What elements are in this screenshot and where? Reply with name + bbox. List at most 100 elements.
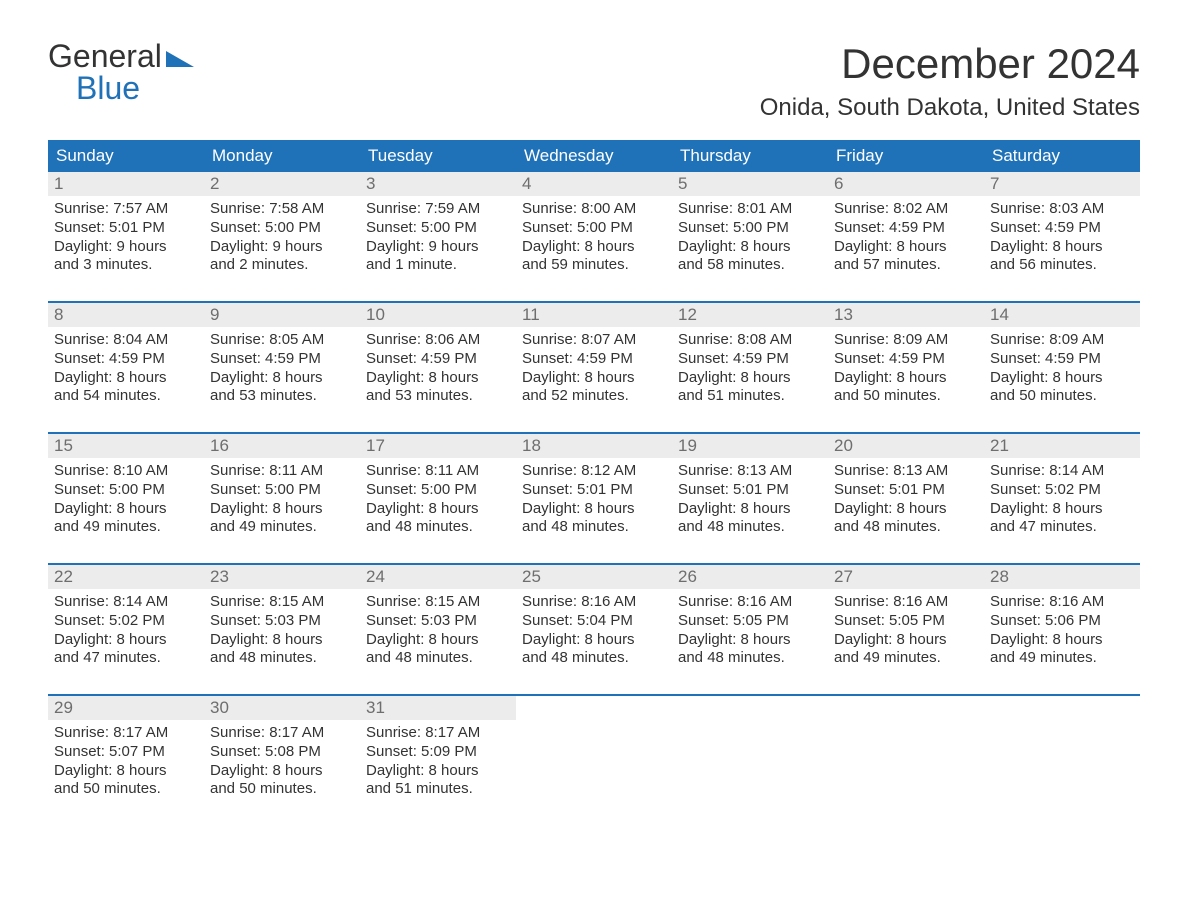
day-number: 29 <box>48 696 204 720</box>
day-number: 17 <box>360 434 516 458</box>
day-body: Sunrise: 8:00 AMSunset: 5:00 PMDaylight:… <box>516 196 672 283</box>
day-cell: 1Sunrise: 7:57 AMSunset: 5:01 PMDaylight… <box>48 172 204 287</box>
day-number: 2 <box>204 172 360 196</box>
day-body: Sunrise: 8:02 AMSunset: 4:59 PMDaylight:… <box>828 196 984 283</box>
day-header-tue: Tuesday <box>360 140 516 172</box>
day-number: 27 <box>828 565 984 589</box>
day-daylight1: Daylight: 8 hours <box>678 500 822 519</box>
day-cell: 25Sunrise: 8:16 AMSunset: 5:04 PMDayligh… <box>516 565 672 680</box>
day-number <box>984 696 1140 720</box>
day-daylight2: and 49 minutes. <box>990 649 1134 668</box>
day-sunrise: Sunrise: 8:14 AM <box>54 593 198 612</box>
day-daylight2: and 50 minutes. <box>834 387 978 406</box>
day-body: Sunrise: 7:58 AMSunset: 5:00 PMDaylight:… <box>204 196 360 283</box>
day-body: Sunrise: 7:59 AMSunset: 5:00 PMDaylight:… <box>360 196 516 283</box>
day-daylight1: Daylight: 8 hours <box>834 369 978 388</box>
day-daylight1: Daylight: 8 hours <box>678 631 822 650</box>
day-sunrise: Sunrise: 8:17 AM <box>54 724 198 743</box>
day-cell: 19Sunrise: 8:13 AMSunset: 5:01 PMDayligh… <box>672 434 828 549</box>
day-number: 30 <box>204 696 360 720</box>
day-sunset: Sunset: 5:07 PM <box>54 743 198 762</box>
day-daylight1: Daylight: 8 hours <box>54 762 198 781</box>
day-daylight2: and 49 minutes. <box>54 518 198 537</box>
day-sunrise: Sunrise: 8:09 AM <box>834 331 978 350</box>
day-number: 10 <box>360 303 516 327</box>
day-number: 9 <box>204 303 360 327</box>
day-sunset: Sunset: 5:00 PM <box>210 219 354 238</box>
day-body: Sunrise: 8:15 AMSunset: 5:03 PMDaylight:… <box>204 589 360 676</box>
day-sunset: Sunset: 4:59 PM <box>54 350 198 369</box>
day-sunrise: Sunrise: 8:01 AM <box>678 200 822 219</box>
week-row: 1Sunrise: 7:57 AMSunset: 5:01 PMDaylight… <box>48 172 1140 287</box>
day-sunset: Sunset: 5:00 PM <box>366 219 510 238</box>
day-number: 12 <box>672 303 828 327</box>
day-sunset: Sunset: 4:59 PM <box>834 219 978 238</box>
logo: General Blue <box>48 40 194 104</box>
day-cell: 7Sunrise: 8:03 AMSunset: 4:59 PMDaylight… <box>984 172 1140 287</box>
day-daylight2: and 47 minutes. <box>54 649 198 668</box>
day-sunset: Sunset: 5:05 PM <box>834 612 978 631</box>
day-sunset: Sunset: 5:03 PM <box>366 612 510 631</box>
day-sunrise: Sunrise: 7:59 AM <box>366 200 510 219</box>
week-row: 15Sunrise: 8:10 AMSunset: 5:00 PMDayligh… <box>48 432 1140 549</box>
day-body: Sunrise: 8:17 AMSunset: 5:07 PMDaylight:… <box>48 720 204 807</box>
day-body: Sunrise: 8:07 AMSunset: 4:59 PMDaylight:… <box>516 327 672 414</box>
day-sunrise: Sunrise: 8:11 AM <box>366 462 510 481</box>
day-header-mon: Monday <box>204 140 360 172</box>
day-sunset: Sunset: 4:59 PM <box>678 350 822 369</box>
day-body: Sunrise: 8:08 AMSunset: 4:59 PMDaylight:… <box>672 327 828 414</box>
day-sunset: Sunset: 5:01 PM <box>54 219 198 238</box>
day-number: 11 <box>516 303 672 327</box>
day-sunrise: Sunrise: 8:12 AM <box>522 462 666 481</box>
day-daylight1: Daylight: 8 hours <box>990 500 1134 519</box>
week-row: 8Sunrise: 8:04 AMSunset: 4:59 PMDaylight… <box>48 301 1140 418</box>
day-sunset: Sunset: 5:09 PM <box>366 743 510 762</box>
day-daylight2: and 59 minutes. <box>522 256 666 275</box>
day-sunset: Sunset: 5:00 PM <box>210 481 354 500</box>
day-sunset: Sunset: 5:00 PM <box>54 481 198 500</box>
day-sunrise: Sunrise: 8:15 AM <box>366 593 510 612</box>
day-daylight2: and 48 minutes. <box>366 518 510 537</box>
day-number <box>828 696 984 720</box>
day-cell <box>672 696 828 811</box>
day-daylight1: Daylight: 8 hours <box>366 631 510 650</box>
day-daylight2: and 50 minutes. <box>990 387 1134 406</box>
day-sunset: Sunset: 5:03 PM <box>210 612 354 631</box>
day-sunset: Sunset: 5:00 PM <box>522 219 666 238</box>
day-daylight2: and 56 minutes. <box>990 256 1134 275</box>
day-sunrise: Sunrise: 8:04 AM <box>54 331 198 350</box>
day-number: 1 <box>48 172 204 196</box>
day-body: Sunrise: 8:17 AMSunset: 5:08 PMDaylight:… <box>204 720 360 807</box>
day-sunrise: Sunrise: 8:11 AM <box>210 462 354 481</box>
day-daylight2: and 49 minutes. <box>834 649 978 668</box>
day-cell: 24Sunrise: 8:15 AMSunset: 5:03 PMDayligh… <box>360 565 516 680</box>
day-number: 5 <box>672 172 828 196</box>
day-cell: 4Sunrise: 8:00 AMSunset: 5:00 PMDaylight… <box>516 172 672 287</box>
day-sunrise: Sunrise: 8:00 AM <box>522 200 666 219</box>
day-number: 26 <box>672 565 828 589</box>
day-sunrise: Sunrise: 8:16 AM <box>678 593 822 612</box>
day-number: 14 <box>984 303 1140 327</box>
day-daylight1: Daylight: 8 hours <box>522 238 666 257</box>
day-header-sun: Sunday <box>48 140 204 172</box>
day-sunset: Sunset: 5:01 PM <box>678 481 822 500</box>
day-body: Sunrise: 8:09 AMSunset: 4:59 PMDaylight:… <box>984 327 1140 414</box>
day-daylight1: Daylight: 8 hours <box>834 500 978 519</box>
day-sunrise: Sunrise: 8:02 AM <box>834 200 978 219</box>
day-body: Sunrise: 8:11 AMSunset: 5:00 PMDaylight:… <box>360 458 516 545</box>
day-daylight2: and 1 minute. <box>366 256 510 275</box>
day-body: Sunrise: 8:04 AMSunset: 4:59 PMDaylight:… <box>48 327 204 414</box>
day-daylight2: and 48 minutes. <box>522 649 666 668</box>
day-body: Sunrise: 8:16 AMSunset: 5:05 PMDaylight:… <box>672 589 828 676</box>
day-daylight1: Daylight: 8 hours <box>54 631 198 650</box>
day-cell: 30Sunrise: 8:17 AMSunset: 5:08 PMDayligh… <box>204 696 360 811</box>
day-sunrise: Sunrise: 8:03 AM <box>990 200 1134 219</box>
day-number: 13 <box>828 303 984 327</box>
day-sunset: Sunset: 5:06 PM <box>990 612 1134 631</box>
day-body: Sunrise: 7:57 AMSunset: 5:01 PMDaylight:… <box>48 196 204 283</box>
day-cell: 13Sunrise: 8:09 AMSunset: 4:59 PMDayligh… <box>828 303 984 418</box>
day-daylight2: and 50 minutes. <box>54 780 198 799</box>
day-cell: 15Sunrise: 8:10 AMSunset: 5:00 PMDayligh… <box>48 434 204 549</box>
day-sunrise: Sunrise: 8:06 AM <box>366 331 510 350</box>
day-daylight2: and 50 minutes. <box>210 780 354 799</box>
